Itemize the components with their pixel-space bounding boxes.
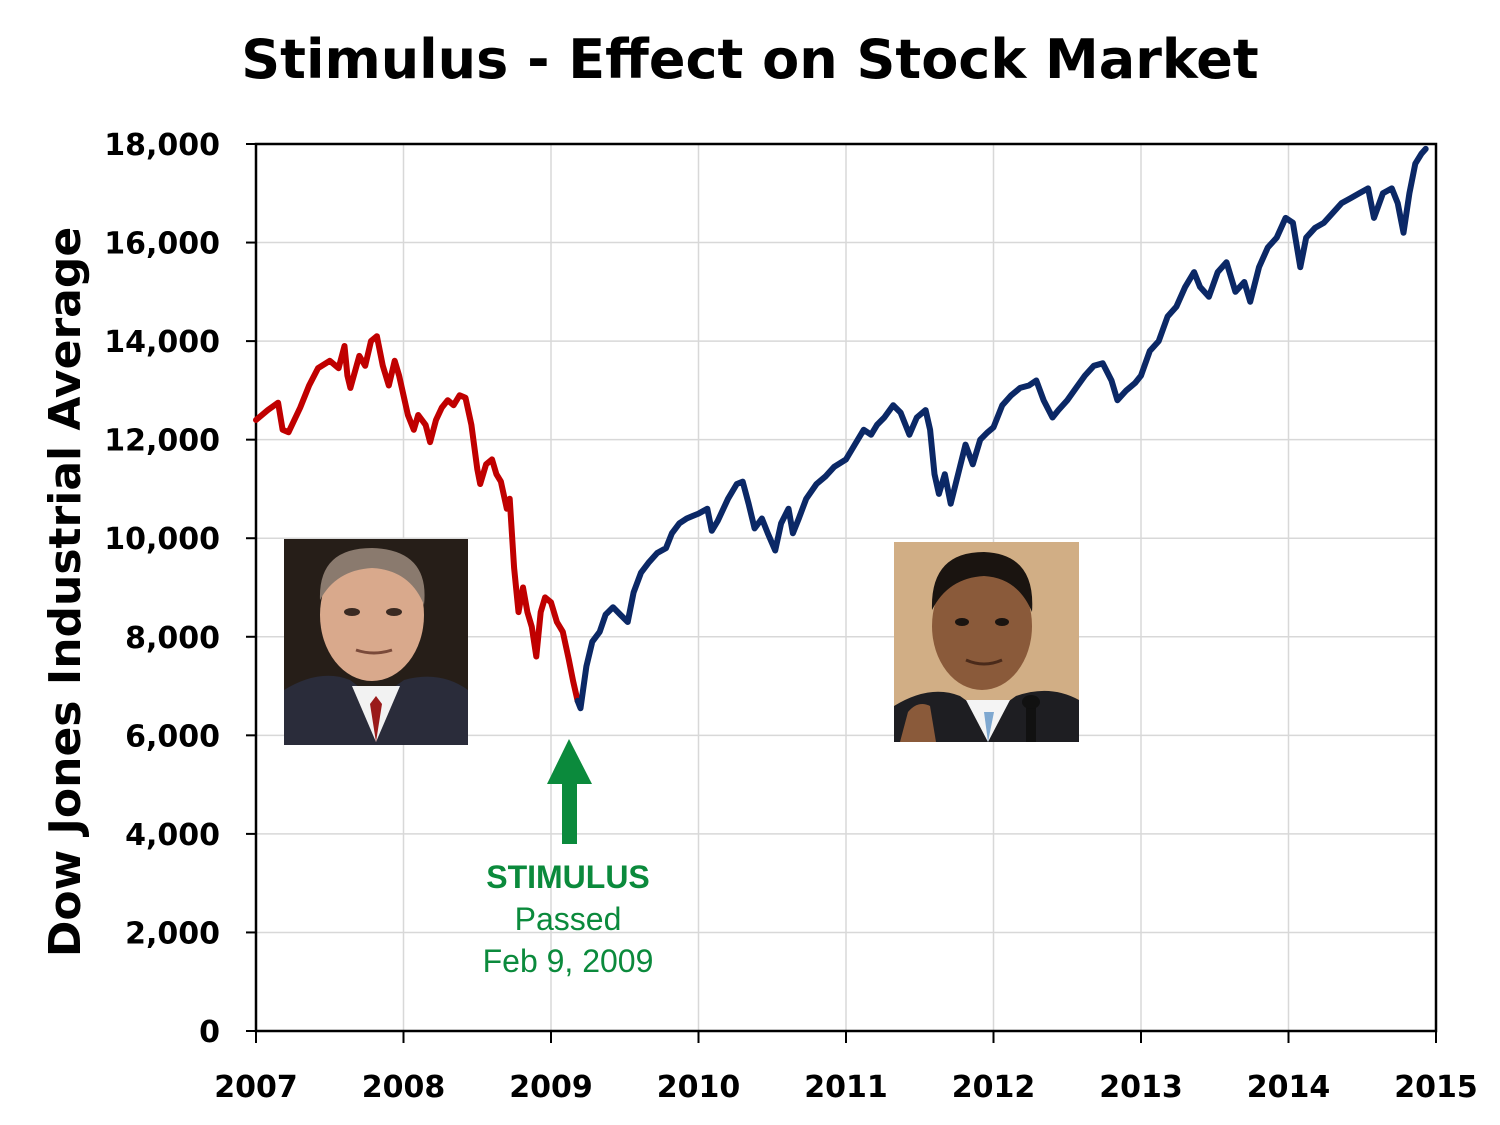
y-axis-label: Dow Jones Industrial Average: [40, 227, 91, 957]
series-line-1: [253, 333, 581, 704]
y-tick-label: 10,000: [104, 522, 220, 557]
y-tick-label: 16,000: [104, 227, 220, 262]
x-tick-label: 2010: [657, 1070, 741, 1105]
annotation-line1: Passed: [515, 901, 622, 937]
series-line-2: [574, 145, 1429, 712]
x-tick-label: 2013: [1099, 1070, 1183, 1105]
y-tick-label: 12,000: [104, 424, 220, 459]
x-tick-label: 2011: [804, 1070, 888, 1105]
stimulus-arrow-head: [547, 739, 592, 784]
x-tick-label: 2015: [1394, 1070, 1478, 1105]
y-tick-label: 2,000: [125, 916, 220, 951]
series-lines: [253, 145, 1429, 712]
chart-title: Stimulus - Effect on Stock Market: [241, 28, 1259, 91]
stimulus-arrow-shaft: [562, 782, 577, 844]
y-tick-label: 8,000: [125, 621, 220, 656]
y-axis-ticks: 0 2,000 4,000 6,000 8,000 10,000 12,000 14,000 1…: [104, 128, 256, 1050]
y-tick-label: 6,000: [125, 719, 220, 754]
y-tick-label: 0: [199, 1015, 220, 1050]
annotation-title: STIMULUS: [486, 859, 650, 895]
x-tick-label: 2008: [362, 1070, 446, 1105]
y-tick-label: 18,000: [104, 128, 220, 163]
stimulus-annotation: STIMULUS Passed Feb 9, 2009: [483, 739, 654, 979]
annotation-line2: Feb 9, 2009: [483, 943, 654, 979]
x-axis-ticks: 2007 2008 2009 2010 2011 2012 2013 2014 2015: [214, 1031, 1478, 1105]
x-tick-label: 2009: [509, 1070, 593, 1105]
x-tick-label: 2007: [214, 1070, 298, 1105]
right-portrait-photo: [894, 542, 1079, 742]
x-tick-label: 2014: [1247, 1070, 1331, 1105]
y-tick-label: 14,000: [104, 325, 220, 360]
left-portrait-photo: [284, 539, 468, 745]
y-tick-label: 4,000: [125, 818, 220, 853]
x-tick-label: 2012: [952, 1070, 1036, 1105]
